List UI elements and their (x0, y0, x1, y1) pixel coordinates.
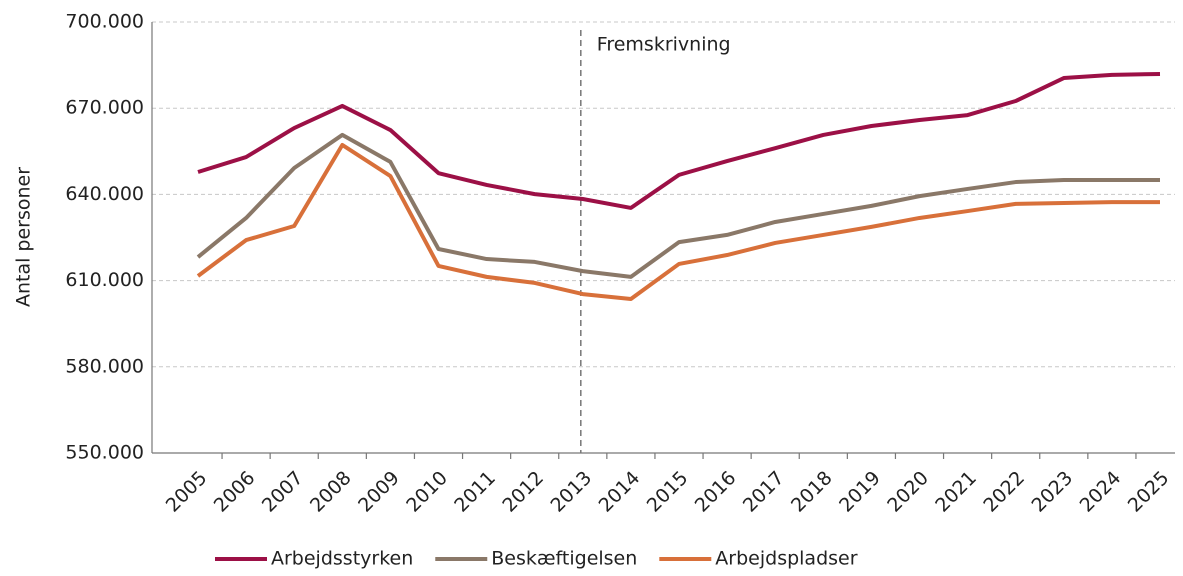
x-tick-label: 2015 (643, 467, 693, 517)
x-tick-label: 2022 (979, 467, 1029, 517)
x-tick-label: 2023 (1027, 467, 1077, 517)
x-tick-label: 2013 (546, 467, 596, 517)
x-tick-label: 2016 (691, 467, 741, 517)
legend-label: Beskæftigelsen (491, 548, 637, 570)
x-tick-label: 2011 (450, 467, 500, 517)
series-line (196, 142, 1160, 301)
x-tick-label: 2008 (306, 467, 356, 517)
series-line (197, 72, 1161, 210)
y-tick-label: 670.000 (65, 97, 144, 119)
y-tick-label: 700.000 (65, 11, 144, 33)
x-tick-label: 2007 (258, 467, 308, 517)
x-tick-label: 2005 (162, 467, 212, 517)
x-tick-label: 2009 (354, 467, 404, 517)
y-tick-label: 550.000 (65, 442, 144, 464)
x-tick-label: 2010 (402, 467, 452, 517)
legend-label: Arbejdspladser (715, 548, 857, 570)
x-tick-label: 2019 (835, 467, 885, 517)
y-tick-label: 640.000 (65, 183, 144, 205)
y-axis-label: Antal personer (13, 167, 35, 307)
x-tick-label: 2012 (498, 467, 548, 517)
annotation: Fremskrivning (597, 34, 731, 56)
x-tick-label: 2020 (883, 467, 933, 517)
x-tick-label: 2006 (210, 467, 260, 517)
y-tick-label: 610.000 (65, 269, 144, 291)
series-line (196, 132, 1160, 279)
legend-label: Arbejdsstyrken (271, 548, 413, 570)
x-tick-label: 2021 (931, 467, 981, 517)
x-tick-label: 2018 (787, 467, 837, 517)
y-tick-label: 580.000 (65, 355, 144, 377)
x-tick-label: 2017 (739, 467, 789, 517)
x-tick-label: 2024 (1076, 467, 1126, 517)
x-tick-label: 2025 (1124, 467, 1174, 517)
x-tick-label: 2014 (595, 467, 645, 517)
